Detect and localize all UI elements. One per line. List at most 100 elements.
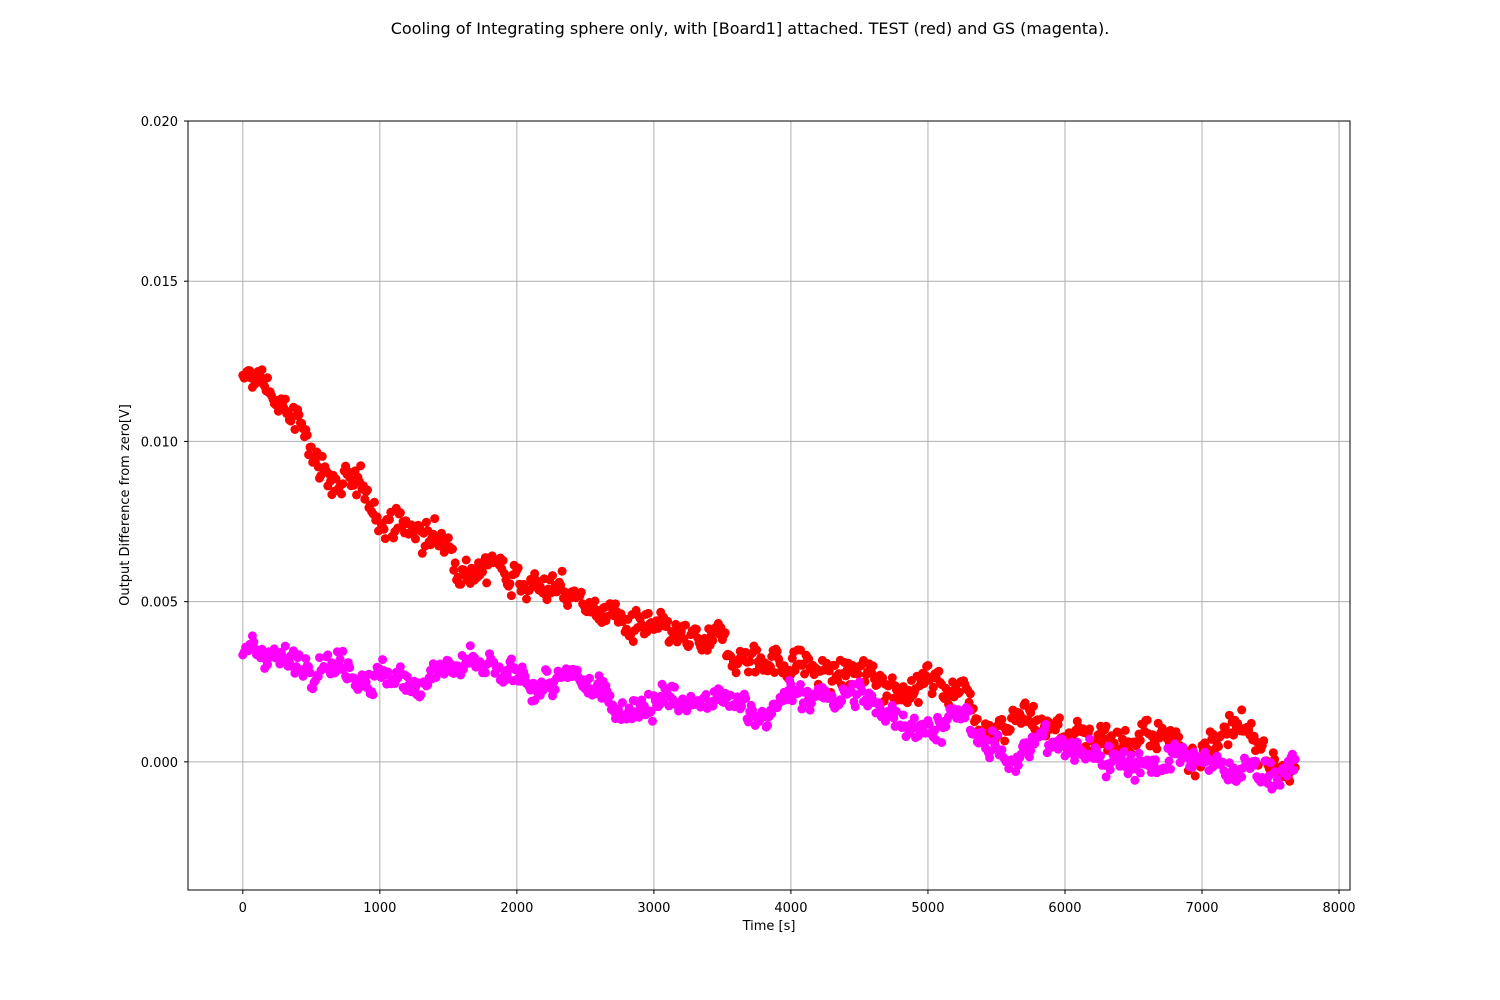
data-point	[1029, 701, 1038, 711]
data-point	[384, 515, 394, 525]
y-tick-label: 0.005	[141, 596, 178, 611]
data-point	[323, 650, 333, 660]
data-point	[411, 534, 420, 544]
data-point	[997, 745, 1007, 755]
data-point	[338, 646, 348, 656]
data-point	[1237, 772, 1247, 782]
data-point	[1026, 746, 1036, 756]
data-point	[372, 512, 382, 522]
data-point	[513, 563, 523, 573]
data-point	[752, 645, 762, 655]
data-point	[982, 735, 992, 745]
data-point	[923, 660, 933, 670]
data-point	[972, 714, 982, 724]
data-point	[430, 514, 440, 524]
data-point	[875, 702, 885, 712]
x-axis-label: Time [s]	[742, 919, 796, 934]
data-point	[315, 653, 324, 663]
data-point	[853, 669, 863, 679]
data-point	[380, 534, 390, 544]
data-points	[238, 365, 1300, 794]
data-point	[1142, 715, 1152, 725]
data-point	[1104, 741, 1114, 751]
data-point	[576, 587, 586, 597]
data-point	[1135, 768, 1145, 778]
data-point	[1259, 736, 1269, 746]
data-point	[985, 753, 995, 763]
data-point	[646, 706, 656, 716]
data-point	[338, 479, 348, 489]
data-point	[542, 666, 552, 676]
data-point	[465, 641, 475, 651]
data-point	[345, 663, 355, 673]
data-point	[955, 687, 964, 697]
data-point	[913, 698, 923, 707]
data-point	[1000, 736, 1010, 746]
data-point	[993, 730, 1003, 740]
x-tick-label: 7000	[1185, 901, 1218, 916]
data-point	[1220, 722, 1230, 732]
data-point	[520, 671, 530, 681]
x-tick-label: 0	[239, 901, 247, 916]
data-point	[395, 662, 405, 672]
data-point	[456, 579, 466, 589]
x-tick-label: 3000	[637, 901, 670, 916]
data-point	[1126, 750, 1136, 760]
data-point	[726, 690, 736, 700]
data-point	[1113, 728, 1123, 737]
data-point	[796, 680, 805, 689]
data-point	[1101, 721, 1111, 731]
data-point	[461, 555, 471, 565]
data-point	[1005, 725, 1015, 735]
data-point	[506, 591, 516, 601]
x-tick-label: 8000	[1322, 901, 1355, 916]
data-point	[857, 686, 867, 696]
y-tick-label: 0.010	[141, 435, 178, 450]
data-point	[480, 668, 490, 678]
data-point	[1152, 744, 1162, 754]
data-point	[743, 717, 753, 727]
data-point	[301, 654, 311, 664]
data-point	[1251, 756, 1260, 766]
data-point	[691, 624, 701, 634]
data-point	[745, 657, 755, 667]
data-point	[294, 410, 304, 420]
data-point	[550, 685, 560, 695]
data-point	[611, 599, 620, 609]
data-point	[1134, 748, 1144, 758]
data-point	[964, 706, 974, 716]
data-point	[701, 690, 711, 699]
data-point	[498, 556, 508, 565]
data-point	[421, 517, 431, 527]
data-point	[850, 702, 860, 712]
data-point	[1270, 767, 1280, 777]
data-point	[1135, 735, 1145, 745]
data-point	[767, 709, 777, 719]
data-point	[280, 394, 290, 404]
data-point	[290, 425, 300, 434]
data-point	[1085, 734, 1095, 744]
data-point	[674, 706, 684, 716]
data-point	[634, 712, 644, 722]
data-point	[416, 690, 426, 700]
data-point	[383, 667, 393, 677]
data-point	[356, 461, 366, 471]
data-point	[1190, 771, 1200, 781]
data-point	[887, 673, 897, 683]
data-point	[1013, 760, 1023, 770]
data-point	[898, 710, 908, 720]
data-point	[763, 720, 773, 730]
data-point	[1070, 755, 1080, 765]
data-point	[937, 738, 947, 747]
data-point	[628, 637, 638, 646]
data-point	[1105, 765, 1115, 775]
data-point	[1187, 762, 1197, 772]
data-point	[928, 682, 938, 692]
data-point	[522, 594, 531, 604]
data-point	[965, 689, 975, 699]
data-point	[557, 566, 567, 576]
data-point	[402, 672, 412, 682]
data-point	[805, 705, 815, 715]
